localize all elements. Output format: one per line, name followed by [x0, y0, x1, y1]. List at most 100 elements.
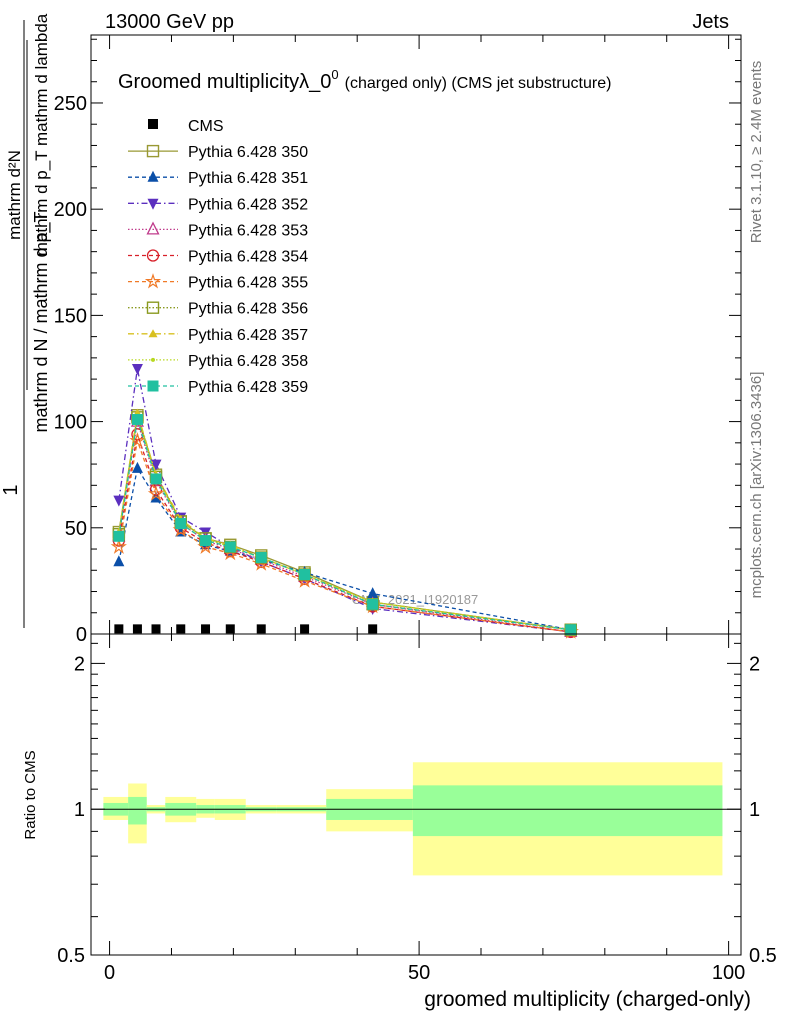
legend-marker	[151, 357, 155, 362]
plot-title: Groomed multiplicityλ_00 (charged only) (…	[118, 67, 611, 93]
x-tick-label: 50	[408, 962, 430, 984]
mcplots-label: mcplots.cern.ch [arXiv:1306.3436]	[748, 372, 765, 599]
x-tick-label: 100	[712, 962, 745, 984]
legend-label: Pythia 6.428 355	[188, 275, 308, 292]
main-y-tick-label: 250	[54, 93, 87, 115]
series-line	[118, 434, 571, 633]
series-layer	[110, 363, 579, 639]
data-point	[201, 624, 211, 634]
ratio-y-tick-label-right: 2	[749, 653, 760, 675]
series-point	[367, 598, 379, 610]
main-y-axis: 0 50 100 150 200 250	[54, 38, 741, 646]
ratio-x-axis: 0 50 100	[104, 634, 745, 984]
ylabel-frac-den: mathrm d p_T mathrm d lambda	[32, 13, 51, 256]
legend-item: Pythia 6.428 353	[128, 221, 308, 239]
legend: CMS Pythia 6.428 350 Pythia 6.428 351 Pythi…	[128, 118, 308, 396]
ratio-y-axis: 0.5 0.5 1 1 2 2	[57, 642, 777, 967]
legend-item: Pythia 6.428 351	[128, 170, 308, 187]
legend-label: Pythia 6.428 357	[188, 327, 308, 344]
series-line	[118, 438, 571, 633]
series-5	[112, 428, 577, 639]
series-point	[150, 459, 162, 471]
stat-uncertainty-band	[128, 796, 147, 825]
legend-item: Pythia 6.428 356	[128, 301, 308, 318]
data-point	[225, 624, 235, 634]
series-point	[113, 530, 125, 542]
main-x-axis	[109, 35, 730, 634]
legend-marker	[146, 221, 160, 235]
series-line	[118, 466, 571, 631]
legend-item: Pythia 6.428 352	[128, 196, 308, 213]
legend-marker	[146, 144, 160, 158]
title-tail: (charged only) (CMS jet substructure)	[345, 75, 612, 92]
series-line	[118, 421, 571, 633]
series-10	[113, 413, 577, 636]
ratio-y-tick-label-left: 0.5	[57, 945, 85, 967]
series-2	[113, 461, 577, 635]
legend-marker	[148, 119, 158, 129]
series-line	[118, 419, 571, 631]
main-y-tick-label: 50	[65, 518, 87, 540]
series-point	[367, 587, 379, 599]
series-point	[113, 555, 125, 567]
legend-label: Pythia 6.428 356	[188, 301, 308, 318]
series-point	[150, 473, 162, 485]
legend-marker	[146, 301, 160, 314]
title-superscript: 0	[331, 67, 338, 82]
ratio-frame	[90, 633, 742, 956]
series-point	[129, 432, 146, 448]
title-lambda: λ_0	[299, 71, 331, 93]
title-main: Groomed multiplicity	[118, 71, 299, 93]
legend-marker	[146, 249, 160, 262]
series-point	[224, 541, 236, 553]
x-tick-label: 0	[104, 962, 115, 984]
ylabel-top: 1	[0, 484, 22, 495]
svg-text:Groomed multiplicityλ_00(charg: Groomed multiplicityλ_00 (charged only) (…	[118, 67, 611, 93]
legend-marker	[147, 380, 159, 392]
legend-label: Pythia 6.428 352	[188, 196, 308, 213]
legend-item: Pythia 6.428 354	[128, 249, 308, 266]
legend-marker	[148, 329, 158, 338]
data-point	[176, 624, 186, 634]
main-y-tick-label: 150	[54, 305, 87, 327]
series-point	[299, 569, 311, 581]
ratio-uncertainty-bands	[103, 762, 723, 876]
series-point	[150, 491, 162, 503]
data-point	[300, 624, 310, 634]
legend-item: Pythia 6.428 358	[128, 353, 308, 370]
legend-item: Pythia 6.428 359	[128, 379, 308, 396]
rivet-version-label: Rivet 3.1.10, ≥ 2.4M events	[748, 61, 765, 244]
ratio-y-axis-label: Ratio to CMS	[22, 750, 39, 839]
legend-label: Pythia 6.428 359	[188, 379, 308, 396]
series-point	[131, 413, 143, 425]
main-y-tick-label: 200	[54, 199, 87, 221]
series-point	[131, 461, 143, 473]
legend-label: Pythia 6.428 351	[188, 170, 308, 187]
data-point	[151, 624, 161, 634]
legend-item: Pythia 6.428 357	[128, 327, 308, 344]
x-axis-label: groomed multiplicity (charged-only)	[424, 988, 751, 1011]
series-point	[131, 363, 143, 375]
legend-label: Pythia 6.428 354	[188, 249, 308, 266]
series-point	[110, 538, 127, 554]
main-y-tick-label: 0	[76, 624, 87, 646]
legend-label: Pythia 6.428 353	[188, 222, 308, 239]
data-point	[256, 624, 266, 634]
main-y-axis-label: 1 mathrm d N / mathrm d p_T mathrm d²N m…	[0, 13, 52, 628]
ylabel-outer-den: mathrm d N / mathrm d p_T	[31, 211, 52, 432]
series-0	[114, 624, 576, 634]
legend-item: CMS	[148, 118, 224, 135]
series-point	[147, 485, 165, 501]
ylabel-frac-num: mathrm d²N	[5, 150, 24, 240]
series-point	[200, 535, 212, 547]
main-y-tick-label: 100	[54, 412, 87, 434]
legend-label: Pythia 6.428 358	[188, 353, 308, 370]
process-label: Jets	[692, 11, 729, 33]
series-3	[113, 363, 577, 639]
series-point	[565, 624, 577, 636]
legend-marker	[144, 273, 162, 289]
ratio-y-tick-label-left: 2	[74, 653, 85, 675]
legend-label: CMS	[188, 118, 224, 135]
